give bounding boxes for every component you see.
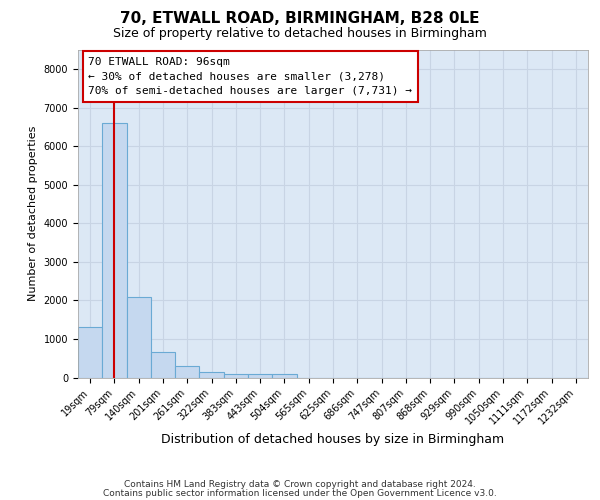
Bar <box>175 366 199 378</box>
Text: Size of property relative to detached houses in Birmingham: Size of property relative to detached ho… <box>113 28 487 40</box>
Bar <box>199 372 224 378</box>
Bar <box>102 123 127 378</box>
Bar <box>151 352 175 378</box>
Bar <box>248 374 272 378</box>
Bar <box>224 374 248 378</box>
Text: 70, ETWALL ROAD, BIRMINGHAM, B28 0LE: 70, ETWALL ROAD, BIRMINGHAM, B28 0LE <box>120 11 480 26</box>
Bar <box>78 328 102 378</box>
Bar <box>127 296 151 378</box>
X-axis label: Distribution of detached houses by size in Birmingham: Distribution of detached houses by size … <box>161 434 505 446</box>
Y-axis label: Number of detached properties: Number of detached properties <box>28 126 38 302</box>
Bar <box>272 374 296 378</box>
Text: Contains public sector information licensed under the Open Government Licence v3: Contains public sector information licen… <box>103 489 497 498</box>
Text: 70 ETWALL ROAD: 96sqm
← 30% of detached houses are smaller (3,278)
70% of semi-d: 70 ETWALL ROAD: 96sqm ← 30% of detached … <box>88 56 412 96</box>
Text: Contains HM Land Registry data © Crown copyright and database right 2024.: Contains HM Land Registry data © Crown c… <box>124 480 476 489</box>
